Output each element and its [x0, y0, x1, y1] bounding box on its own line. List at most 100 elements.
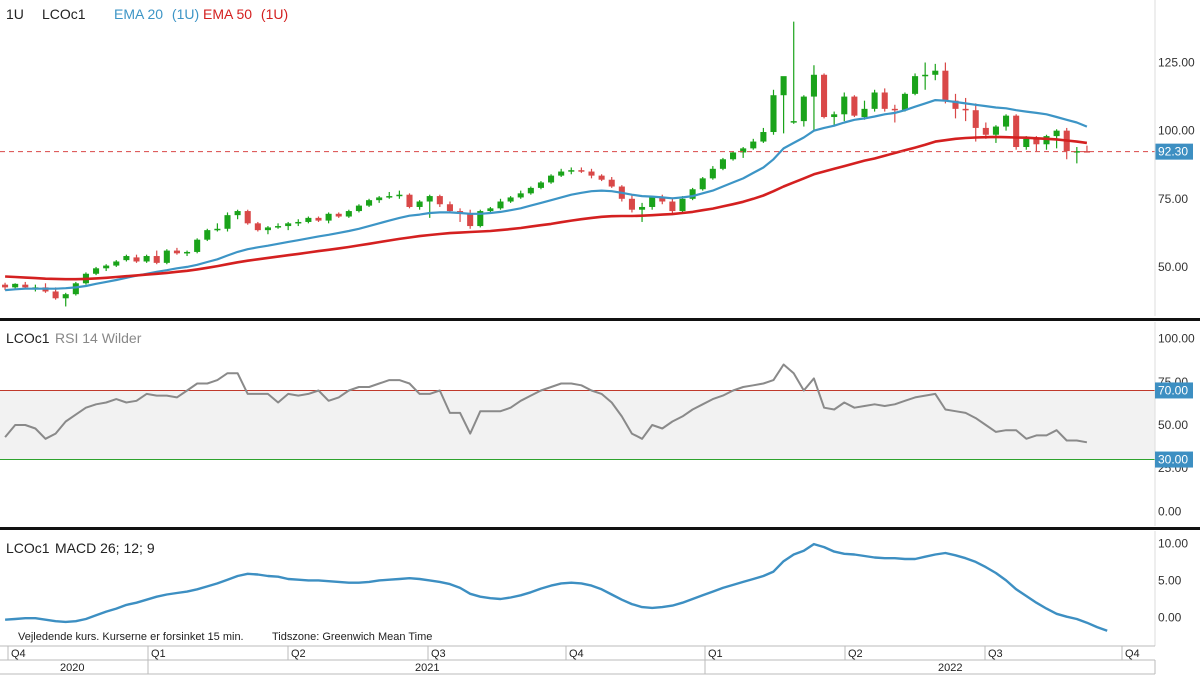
rsi-tick-label: 50.00	[1158, 418, 1188, 432]
quarter-label: Q3	[431, 648, 446, 660]
price-tick-label: 125.00	[1158, 56, 1195, 70]
quarter-label: Q3	[988, 648, 1003, 660]
panel-separator-2[interactable]	[0, 527, 1200, 530]
candle-body	[244, 211, 251, 224]
candle-body	[932, 70, 939, 75]
panel-separator-1[interactable]	[0, 318, 1200, 321]
candle-body	[335, 213, 342, 217]
macd-series	[5, 542, 1108, 632]
candle-body	[760, 132, 767, 142]
candle-body	[1003, 115, 1010, 127]
ema20-line	[5, 98, 1088, 292]
ema50-legend-suffix: (1U)	[261, 6, 288, 22]
candle-body	[537, 182, 544, 188]
candle-body	[942, 70, 949, 101]
candle-body	[831, 114, 838, 118]
price-tick-label: 75.00	[1158, 192, 1188, 206]
time-axis[interactable]: Q4 Q1 Q2 Q3 Q4 Q1 Q2 Q3 Q4 2020 2021 2022	[7, 646, 1156, 674]
ema20-legend-name: EMA 20	[114, 6, 163, 22]
candle-body	[780, 76, 787, 96]
candle-body	[1053, 130, 1060, 137]
quarter-label: Q4	[1125, 648, 1140, 660]
candle-body	[133, 257, 140, 262]
candle-body	[639, 206, 646, 210]
rsi-band-fill	[0, 390, 1155, 460]
candle-body	[800, 96, 807, 122]
candle-body	[699, 178, 706, 190]
candle-body	[548, 175, 555, 183]
candle-body	[740, 148, 747, 153]
candle-body	[649, 197, 656, 207]
candle-body	[234, 211, 241, 216]
quarter-label: Q1	[708, 648, 723, 660]
candle-body	[426, 196, 433, 202]
ema50-legend-name: EMA 50	[203, 6, 252, 22]
candle-body	[497, 201, 504, 209]
price-axis-ticks: 50.00 75.00 100.00 125.00	[1154, 0, 1195, 316]
candle-body	[901, 93, 908, 111]
macd-axis-ticks: 0.00 5.00 10.00	[1154, 531, 1188, 646]
candle-body	[386, 196, 393, 198]
candle-body	[325, 213, 332, 221]
candle-body	[72, 283, 79, 295]
ema20-legend-suffix: (1U)	[172, 6, 199, 22]
candle-body	[912, 76, 919, 94]
candle-body	[173, 250, 180, 254]
candle-body	[1083, 151, 1090, 153]
delay-note: Vejledende kurs. Kurserne er forsinket 1…	[18, 631, 244, 643]
candle-body	[93, 268, 100, 274]
candle-body	[558, 171, 565, 176]
candle-body	[851, 96, 858, 116]
candle-body	[891, 108, 898, 111]
rsi-band-lines	[0, 322, 1156, 526]
candle-body	[669, 201, 676, 212]
quarter-label: Q1	[151, 648, 166, 660]
rsi-title[interactable]: RSI 14 Wilder	[55, 330, 142, 346]
candle-body	[517, 193, 524, 198]
rsi-lower-tag-label: 30.00	[1158, 453, 1188, 467]
candle-body	[345, 211, 352, 217]
candle-body	[224, 215, 231, 229]
candle-body	[628, 198, 635, 210]
candle-body	[659, 197, 666, 202]
candle-body	[992, 126, 999, 135]
candle-body	[922, 74, 929, 77]
interval-label[interactable]: 1U	[6, 6, 24, 22]
candle-body	[871, 92, 878, 109]
candle-body	[1033, 138, 1040, 145]
macd-title[interactable]: MACD 26; 12; 9	[55, 540, 155, 556]
macd-symbol-label: LCOc1	[6, 540, 50, 556]
rsi-tick-label: 100.00	[1158, 332, 1195, 346]
quarter-label: Q4	[11, 648, 26, 660]
ema50-legend[interactable]: EMA 50 (1U)	[203, 6, 288, 22]
last-price-tag-label: 92.30	[1158, 145, 1188, 159]
candle-body	[264, 227, 271, 231]
price-ema-lines	[5, 98, 1088, 292]
candle-body	[709, 168, 716, 179]
year-label: 2022	[938, 662, 962, 674]
ema20-legend[interactable]: EMA 20 (1U)	[114, 6, 199, 22]
candle-body	[315, 217, 322, 221]
candle-body	[810, 74, 817, 97]
candle-body	[568, 170, 575, 172]
symbol-label[interactable]: LCOc1	[42, 6, 86, 22]
candle-body	[679, 198, 686, 212]
candle-body	[467, 213, 474, 227]
candle-body	[194, 239, 201, 252]
candle-body	[881, 92, 888, 109]
candle-body	[204, 230, 211, 240]
candle-body	[719, 159, 726, 169]
candle-body	[295, 221, 302, 224]
rsi-upper-tag	[1155, 382, 1193, 399]
candle-body	[689, 189, 696, 199]
candle-body	[821, 74, 828, 118]
macd-tick-label: 5.00	[1158, 573, 1182, 587]
candle-body	[416, 201, 423, 207]
candle-body	[841, 96, 848, 115]
candle-body	[1013, 115, 1020, 148]
year-label: 2021	[415, 662, 439, 674]
price-candles	[2, 21, 1090, 307]
rsi-line	[4, 363, 1088, 444]
candle-body	[62, 294, 69, 299]
